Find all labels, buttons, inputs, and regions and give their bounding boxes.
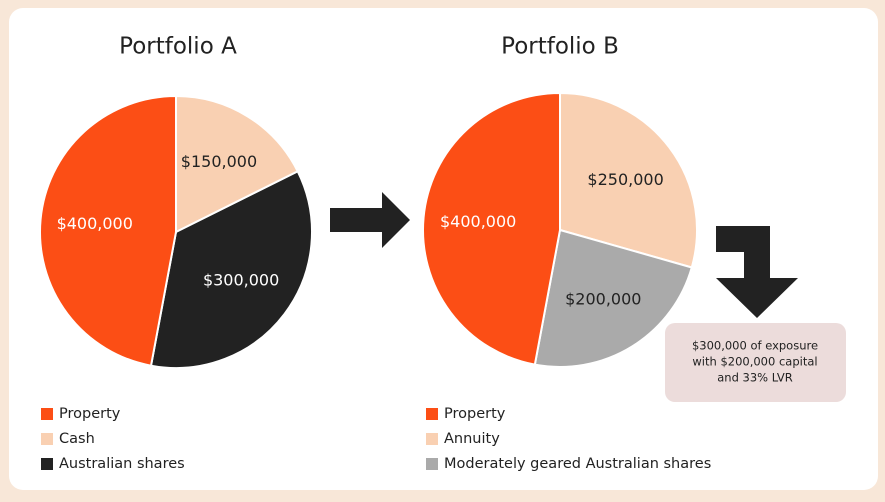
slice-label: $400,000 [57,214,133,233]
legend-swatch [426,408,438,420]
annotation-box [665,323,846,402]
slice-label: $300,000 [203,271,279,290]
annotation-text: and 33% LVR [717,371,793,385]
pie-slice [175,94,300,234]
pie-slice [149,170,313,369]
legend-swatch [41,458,53,470]
slice-label: $250,000 [587,170,663,189]
pie-slice [39,94,177,367]
arrow-down [716,226,798,318]
slice-label: $400,000 [440,212,516,231]
pie-slice [422,91,561,366]
legend-label: Australian shares [59,456,185,472]
legend-swatch [41,408,53,420]
slice-label: $150,000 [181,152,257,171]
legend-swatch [41,433,53,445]
legend-swatch [426,458,438,470]
pie-slice [559,91,698,269]
legend-label: Moderately geared Australian shares [444,456,711,472]
annotation-text: $300,000 of exposure [692,339,818,353]
arrow-right [330,192,410,248]
chart-title: Portfolio B [501,34,619,60]
legend-label: Property [444,406,506,422]
legend-label: Property [59,406,121,422]
legend-label: Cash [59,431,95,447]
pie-slice [533,228,694,368]
legend-label: Annuity [444,431,500,447]
legend-swatch [426,433,438,445]
chart-title: Portfolio A [119,34,237,60]
slice-label: $200,000 [565,289,641,308]
annotation-text: with $200,000 capital [692,355,817,369]
